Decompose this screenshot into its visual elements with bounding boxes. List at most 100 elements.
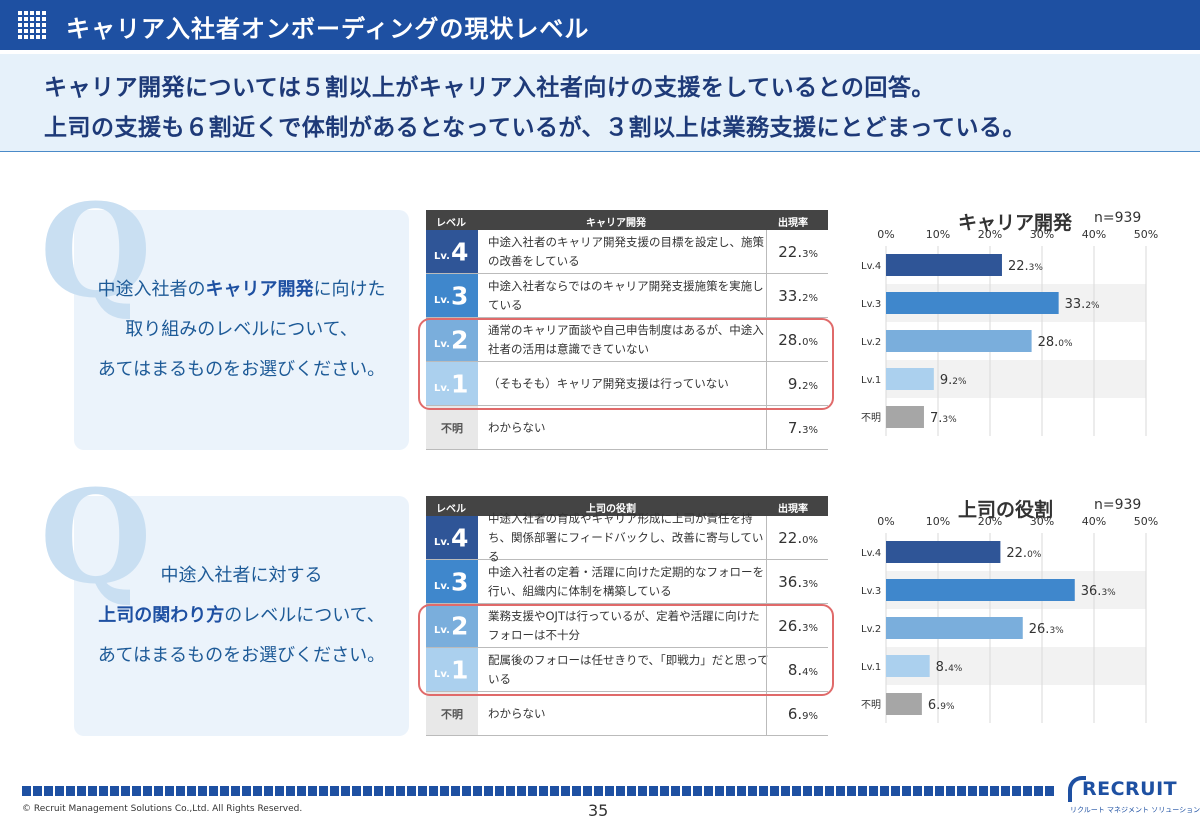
rate-dec: 3%	[802, 578, 818, 590]
data-label: 26.3%	[1029, 622, 1064, 637]
level-cell: Lv. 1	[426, 648, 478, 691]
appearance-rate: 7.3%	[788, 419, 818, 437]
level-description: 中途入社者の定着・活躍に向けた定期的なフォローを行い、組織内に体制を構築している	[488, 564, 764, 598]
x-tick-label: 10%	[926, 228, 950, 241]
data-label: 28.0%	[1038, 335, 1073, 350]
question-box-boss	[74, 496, 409, 736]
column-divider	[766, 274, 767, 317]
appearance-rate: 28.0%	[778, 331, 818, 349]
page-title: キャリア入社者オンボーディングの現状レベル	[66, 15, 590, 43]
rate-int: 22.	[778, 528, 803, 547]
rate-int: 6.	[787, 704, 803, 723]
table-row: Lv. 2 通常のキャリア面談や自己申告制度はあるが、中途入社者の活用は意識できてい…	[426, 318, 828, 362]
bar	[886, 368, 934, 390]
level-description: 業務支援やOJTは行っているが、定着や活躍に向けたフォローは不十分	[488, 608, 760, 642]
q-emph: 上司の関わり方	[98, 605, 225, 626]
question-text-boss: 中途入社者に対する 上司の関わり方のレベルについて、 あてはまるものをお選びくだ…	[74, 556, 409, 676]
bar	[886, 617, 1023, 639]
level-number: 3	[451, 281, 469, 310]
bar	[886, 406, 924, 428]
footer-dashed-bar	[22, 786, 1054, 796]
table-row: 不明 わからない 6.9%	[426, 692, 828, 736]
level-number: 4	[451, 237, 469, 266]
category-label: 不明	[861, 699, 881, 711]
rate-int: 26.	[778, 616, 803, 635]
bar-chart-boss: 上司の役割 n=939 0% 10% 20% 30% 40% 50% Lv.4 22.0% Lv.3…	[848, 493, 1178, 739]
x-tick-label: 0%	[877, 228, 894, 241]
level-description: 中途入社者の育成やキャリア形成に上司が責任を持ち、関係部署にフィードバックし、改…	[488, 511, 764, 563]
table-row: Lv. 3 中途入社者の定着・活躍に向けた定期的なフォローを行い、組織内に体制を構築…	[426, 560, 828, 604]
appearance-rate: 9.2%	[788, 375, 818, 393]
level-cell: Lv. 2	[426, 318, 478, 361]
logo-swoosh-icon	[1068, 776, 1086, 802]
col-topic-header: 上司の役割	[586, 504, 636, 515]
bar-chart-career: キャリア開発 n=939 0% 10% 20% 30% 40% 50% Lv.4 22.3% Lv.…	[848, 206, 1178, 452]
q-letter: Q	[40, 463, 152, 613]
lead-line-2: 上司の支援も６割近くで体制があるとなっているが、３割以上は業務支援にとどまってい…	[44, 115, 1026, 141]
appearance-rate: 26.3%	[778, 617, 818, 635]
col-level-header: レベル	[436, 504, 466, 515]
level-number: 1	[451, 369, 469, 398]
x-tick-label: 40%	[1082, 515, 1106, 528]
table-row: Lv. 2 業務支援やOJTは行っているが、定着や活躍に向けたフォローは不十分 26.…	[426, 604, 828, 648]
rate-int: 33.	[778, 286, 803, 305]
rate-dec: 3%	[802, 248, 818, 260]
rate-dec: 4%	[802, 666, 818, 678]
level-unknown-label: 不明	[441, 421, 463, 435]
table-row: 不明 わからない 7.3%	[426, 406, 828, 450]
x-tick-label: 10%	[926, 515, 950, 528]
bar	[886, 579, 1075, 601]
chart-title: 上司の役割	[958, 499, 1054, 521]
rate-dec: 0%	[802, 336, 818, 348]
level-description: 通常のキャリア面談や自己申告制度はあるが、中途入社者の活用は意識できていない	[488, 322, 764, 356]
x-tick-label: 20%	[978, 228, 1002, 241]
column-divider	[766, 560, 767, 603]
category-label: 不明	[861, 412, 881, 424]
x-tick-label: 0%	[877, 515, 894, 528]
q-pre: 中途入社者に対する	[160, 565, 323, 586]
x-tick-label: 20%	[978, 515, 1002, 528]
data-label: 9.2%	[940, 373, 967, 388]
level-cell-unknown: 不明	[426, 692, 478, 735]
data-label: 36.3%	[1081, 584, 1116, 599]
appearance-rate: 22.0%	[778, 529, 818, 547]
table-row: Lv. 4 中途入社者のキャリア開発支援の目標を設定し、施策の改善をしている 22.3…	[426, 230, 828, 274]
bar	[886, 254, 1002, 276]
column-divider	[766, 516, 767, 559]
q-emph: キャリア開発	[205, 279, 314, 300]
appearance-rate: 33.2%	[778, 287, 818, 305]
column-divider	[766, 230, 767, 273]
level-cell-unknown: 不明	[426, 406, 478, 449]
level-prefix: Lv.	[434, 625, 450, 636]
table-row: Lv. 1 （そもそも）キャリア開発支援は行っていない 9.2%	[426, 362, 828, 406]
col-rate-header: 出現率	[778, 504, 808, 515]
level-prefix: Lv.	[434, 383, 450, 394]
lead-line-1: キャリア開発については５割以上がキャリア入社者向けの支援をしているとの回答。	[44, 75, 935, 101]
header-bar: キャリア入社者オンボーディングの現状レベル	[0, 0, 1200, 50]
bar	[886, 541, 1001, 563]
data-label: 33.2%	[1065, 297, 1100, 312]
chart-n-label: n=939	[1094, 497, 1142, 513]
data-label: 22.0%	[1006, 546, 1041, 561]
column-divider	[766, 692, 767, 735]
q-pre: 中途入社者の	[97, 279, 206, 300]
q-line3: あてはまるものをお選びください。	[97, 645, 386, 666]
column-divider	[766, 318, 767, 361]
chart-n-label: n=939	[1094, 210, 1142, 226]
column-divider	[766, 406, 767, 449]
col-rate-header: 出現率	[778, 218, 808, 229]
rate-int: 8.	[787, 660, 803, 679]
level-prefix: Lv.	[434, 581, 450, 592]
x-tick-label: 30%	[1030, 515, 1054, 528]
table-header: レベル 上司の役割 出現率	[426, 496, 828, 516]
question-text-career: 中途入社者のキャリア開発に向けた 取り組みのレベルについて、 あてはまるものをお…	[74, 270, 409, 390]
level-cell: Lv. 4	[426, 516, 478, 559]
col-topic-header: キャリア開発	[586, 218, 646, 229]
col-level-header: レベル	[436, 218, 466, 229]
rate-dec: 3%	[802, 424, 818, 436]
data-label: 8.4%	[936, 660, 963, 675]
appearance-rate: 36.3%	[778, 573, 818, 591]
x-tick-label: 50%	[1134, 228, 1158, 241]
level-table-boss: レベル 上司の役割 出現率 Lv. 4 中途入社者の育成やキャリア形成に上司が責任を持ち、…	[426, 496, 828, 738]
grid-icon	[18, 11, 48, 41]
